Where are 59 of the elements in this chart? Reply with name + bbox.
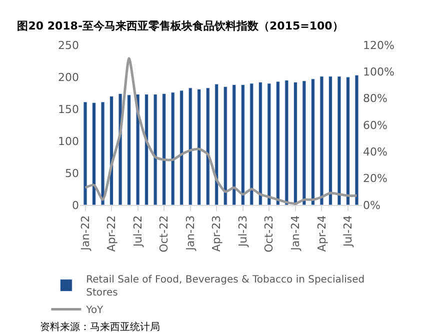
line-series — [84, 57, 358, 205]
bar — [250, 83, 254, 205]
bar — [206, 88, 210, 205]
y-tick-label: 150 — [58, 102, 79, 116]
y-tick-label: 50 — [65, 166, 79, 180]
bar — [320, 76, 324, 205]
bar — [144, 94, 149, 205]
y2-tick-label: 40% — [363, 146, 388, 159]
y2-tick-label: 100% — [363, 66, 394, 79]
x-tick-label: Jul-22 — [131, 215, 144, 248]
bar — [232, 84, 236, 205]
x-tick-label: Oct-22 — [158, 215, 171, 252]
bar — [188, 88, 192, 205]
y-tick-label: 0 — [72, 198, 79, 212]
bar — [92, 102, 96, 205]
bar — [180, 90, 184, 205]
x-tick-label: Apr-23 — [210, 215, 224, 252]
bar — [240, 84, 245, 205]
bar — [346, 76, 350, 205]
bar — [276, 81, 280, 205]
x-tick-label: Apr-24 — [315, 215, 328, 252]
bar — [337, 76, 342, 205]
bar — [223, 86, 228, 205]
y-tick-label: 250 — [58, 38, 79, 52]
bar — [83, 102, 88, 205]
x-tick-label: Jul-24 — [342, 215, 355, 248]
x-tick-label: Jan-23 — [184, 215, 197, 252]
bar — [293, 82, 298, 205]
text: 资料来源：马来西亚统计局 — [40, 321, 160, 333]
chart-title: 图20 2018-至今马来西亚零售板块食品饮料指数（2015=100） — [17, 20, 344, 33]
x-tick-label: Jan-24 — [289, 215, 302, 252]
legend-label: YoY — [85, 305, 104, 316]
bar — [310, 78, 315, 205]
y-tick-label: 200 — [58, 70, 79, 84]
bar — [284, 80, 289, 205]
bar — [162, 93, 166, 205]
x-tick-label: Apr-22 — [105, 215, 118, 252]
x-tick-label: Oct-23 — [262, 215, 276, 252]
legend-label: Retail Sale of Food, Beverages & Tobacco in Specialised Stores — [86, 274, 365, 299]
x-tick-label: Jan-22 — [78, 215, 92, 252]
bar — [110, 96, 114, 205]
y2-tick-label: 60% — [363, 118, 388, 132]
bar — [170, 92, 175, 205]
bar — [328, 76, 332, 205]
bar — [100, 102, 105, 205]
bar — [258, 82, 262, 205]
y-tick-label: 100 — [58, 134, 79, 148]
bar — [214, 84, 219, 205]
y2-tick-label: 120% — [363, 38, 394, 52]
y2-tick-label: 20% — [363, 172, 388, 186]
bar — [127, 94, 132, 205]
bar — [153, 94, 158, 205]
bar — [197, 88, 202, 205]
bar — [302, 80, 306, 205]
y2-tick-label: 80% — [363, 92, 388, 106]
x-tick-label: Jul-23 — [236, 215, 250, 248]
y2-tick-label: 0% — [363, 198, 380, 212]
bar — [267, 83, 272, 205]
bar — [354, 74, 359, 205]
